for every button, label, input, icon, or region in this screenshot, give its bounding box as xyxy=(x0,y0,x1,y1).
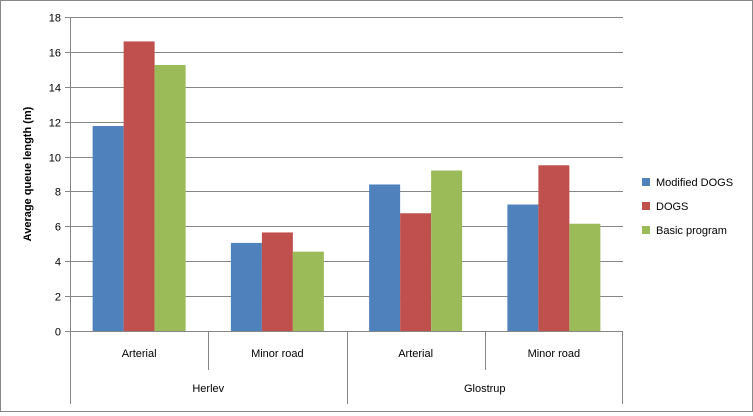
legend-swatch xyxy=(642,202,650,210)
bars xyxy=(92,41,601,332)
bar xyxy=(431,170,463,331)
legend: Modified DOGS DOGS Basic program xyxy=(642,177,733,237)
x-group-label: Herlev xyxy=(192,383,224,395)
y-tick-label: 0 xyxy=(55,327,61,339)
legend-swatch xyxy=(642,226,650,234)
x-category-label: Arterial xyxy=(122,348,157,360)
bar xyxy=(261,232,293,331)
bar xyxy=(230,242,262,331)
legend-swatch xyxy=(642,178,650,186)
y-tick-label: 8 xyxy=(55,187,61,199)
bar xyxy=(538,165,570,331)
bar xyxy=(507,204,539,331)
legend-label: Basic program xyxy=(656,225,727,237)
y-tick-label: 10 xyxy=(49,153,61,165)
bar xyxy=(154,64,186,331)
y-tick-label: 2 xyxy=(55,292,61,304)
bar xyxy=(369,184,401,331)
axes xyxy=(65,17,623,404)
y-tick-label: 16 xyxy=(49,48,61,60)
bar xyxy=(292,251,324,331)
legend-label: Modified DOGS xyxy=(656,177,733,189)
y-tick-label: 12 xyxy=(49,118,61,130)
x-group-label: Glostrup xyxy=(464,383,506,395)
y-axis-label: Average queue length (m) xyxy=(22,106,34,241)
y-tick-label: 6 xyxy=(55,222,61,234)
bar xyxy=(92,126,124,332)
x-category-label: Minor road xyxy=(528,348,581,360)
legend-label: DOGS xyxy=(656,201,688,213)
x-category-label: Minor road xyxy=(251,348,304,360)
bar xyxy=(123,41,155,332)
bar xyxy=(400,213,432,331)
x-category-label: Arterial xyxy=(398,348,433,360)
y-tick-label: 4 xyxy=(55,257,61,269)
bar xyxy=(569,223,601,331)
y-tick-label: 18 xyxy=(49,13,61,25)
y-tick-labels: 0 2 4 6 8 10 12 14 16 18 xyxy=(49,13,61,339)
y-tick-label: 14 xyxy=(49,83,61,95)
x-category-labels: Arterial Minor road Arterial Minor road Herl… xyxy=(122,348,580,395)
